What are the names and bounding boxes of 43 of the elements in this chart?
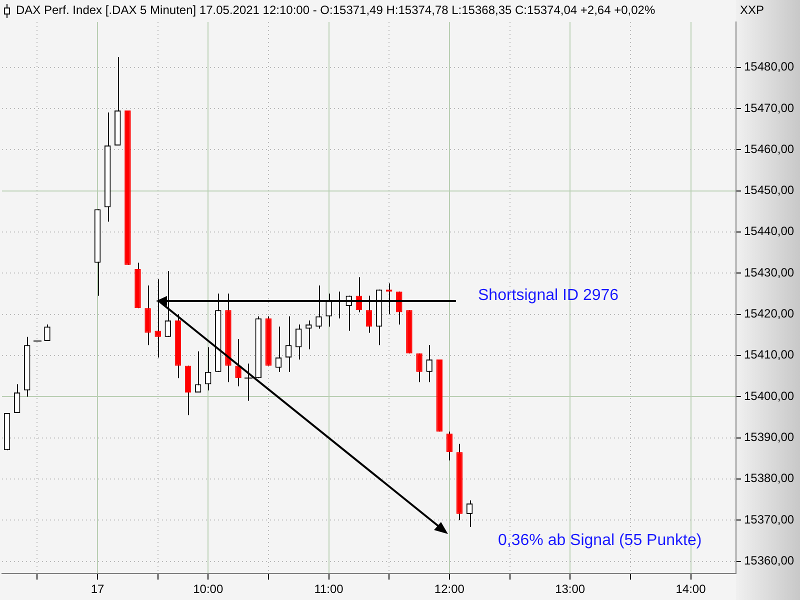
candlestick bbox=[316, 284, 322, 330]
y-tick-label: 15460,00 bbox=[744, 142, 794, 156]
y-tick-label: 15420,00 bbox=[744, 306, 794, 321]
y-tick-label: 15430,00 bbox=[744, 265, 794, 280]
y-tick-label: 15360,00 bbox=[744, 554, 794, 568]
x-tick-label: 12:00 bbox=[434, 582, 465, 596]
x-tick-label: 14:00 bbox=[676, 582, 706, 596]
candlestick bbox=[275, 326, 282, 372]
candlestick bbox=[285, 316, 292, 372]
x-tick-label: 11:00 bbox=[314, 582, 344, 596]
candlestick bbox=[164, 270, 172, 338]
y-tick-label: 15400,00 bbox=[744, 388, 794, 403]
candlestick bbox=[396, 291, 402, 326]
y-tick-label: 15480,00 bbox=[744, 60, 794, 74]
y-tick-label: 15410,00 bbox=[744, 348, 794, 362]
y-tick-label: 15370,00 bbox=[744, 512, 794, 526]
y-tick-label: 15390,00 bbox=[744, 430, 794, 444]
candlestick bbox=[194, 350, 202, 393]
candlestick bbox=[144, 284, 151, 346]
y-tick-label: 15450,00 bbox=[744, 183, 794, 198]
candlestick bbox=[426, 344, 432, 383]
annotation: Shortsignal ID 2976 bbox=[478, 287, 619, 305]
candlestick bbox=[446, 431, 453, 461]
x-tick-label: 17 bbox=[90, 582, 105, 596]
chart-title: DAX Perf. Index [.DAX 5 Minuten] 17.05.2021 12:10:00 - O:15371,49 H:15374,78 L:15368,35 C:15374,04 +2,64 +0,02% bbox=[16, 3, 656, 17]
x-tick-label: 13:00 bbox=[555, 582, 586, 596]
candlestick bbox=[205, 346, 212, 391]
candlestick bbox=[296, 324, 302, 360]
candlestick bbox=[44, 324, 50, 342]
x-tick-label: 10:00 bbox=[193, 582, 224, 596]
candlestick bbox=[366, 295, 372, 334]
candlestick bbox=[235, 338, 242, 387]
candlestick bbox=[14, 384, 20, 414]
y-tick-label: 15380,00 bbox=[744, 471, 794, 486]
y-tick-label: 15440,00 bbox=[744, 224, 794, 238]
y-tick-label: 15470,00 bbox=[744, 100, 794, 115]
candlestick bbox=[466, 500, 473, 528]
candlestick bbox=[154, 278, 161, 358]
candlestick bbox=[326, 293, 332, 328]
candlestick bbox=[306, 320, 312, 350]
annotation: 0,36% ab Signal (55 Punkte) bbox=[498, 532, 702, 550]
y-axis-title: XXP bbox=[740, 3, 764, 17]
candlestick bbox=[416, 352, 422, 383]
